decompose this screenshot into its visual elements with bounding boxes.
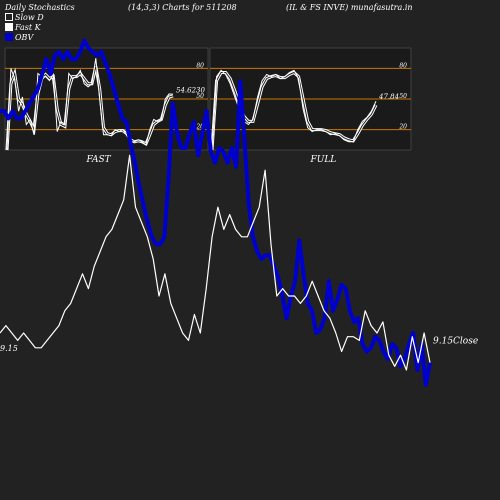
start-price-label: 9.15 (0, 344, 18, 353)
chart-header-center: (14,3,3) Charts for 511208 (128, 3, 237, 12)
obv-line (0, 38, 432, 387)
full-tick-label-80: 80 (399, 62, 407, 69)
legend-swatch-obv (5, 33, 13, 41)
legend-label-slow-d: Slow D (15, 13, 44, 22)
legend-label-obv: OBV (15, 33, 34, 42)
full-tick-label-50: 50 (399, 93, 407, 100)
full-end-label: 47.84 (378, 93, 399, 101)
fast-tick-label-20: 20 (195, 124, 204, 131)
legend-swatch-fast-k (5, 23, 13, 31)
chart-header-left: Daily Stochastics (5, 3, 75, 12)
legend-swatch-slow-d (5, 13, 13, 21)
fast-title: FAST (86, 155, 112, 165)
fast-tick-label-50: 50 (196, 93, 204, 100)
close-line (0, 154, 431, 371)
chart-header-right: (IL & FS INVE) munafasutra.in (286, 3, 413, 12)
legend-item-slow-d: Slow D (5, 13, 44, 22)
fast-fast-k-line (6, 58, 174, 151)
full-title: FULL (310, 155, 337, 165)
full-tick-label-20: 20 (398, 124, 407, 131)
legend-item-fast-k: Fast K (5, 23, 41, 32)
legend-item-obv: OBV (5, 33, 33, 42)
fast-tick-label-80: 80 (196, 62, 204, 69)
fast-end-label: 54.6230 (176, 86, 205, 94)
close-label: 9.15Close (433, 337, 478, 347)
legend-label-fast-k: Fast K (15, 23, 41, 32)
